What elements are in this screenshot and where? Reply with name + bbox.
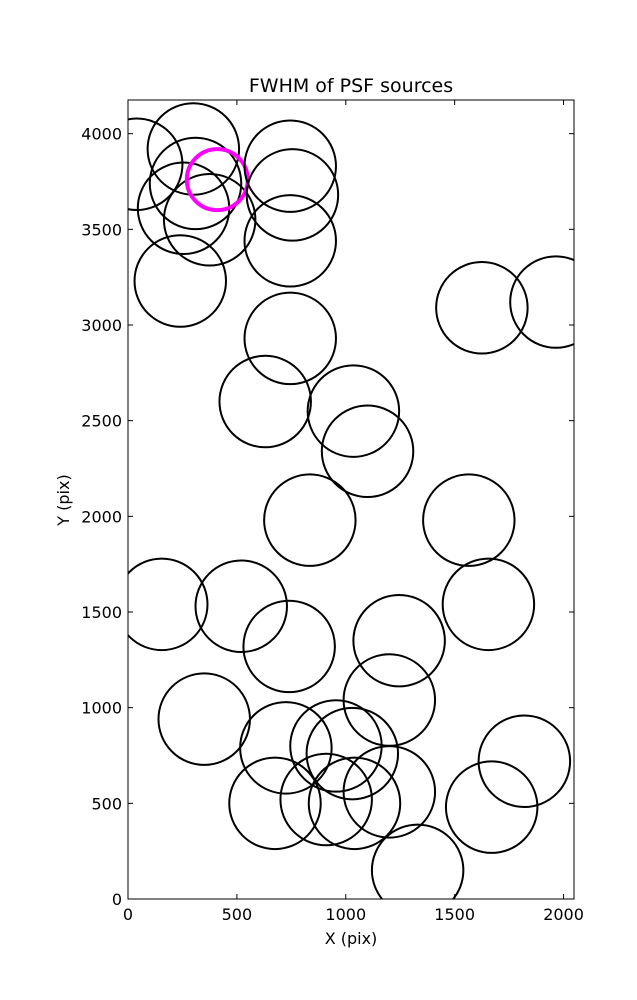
x-tick-label-0: 0 [123, 905, 133, 924]
y-tick-label-4000: 4000 [81, 125, 122, 144]
y-tick-label-3500: 3500 [81, 220, 122, 239]
scatter-markers [128, 102, 574, 899]
source-circle-15 [509, 255, 574, 349]
source-circle-12 [306, 364, 401, 458]
source-circle-28 [228, 756, 322, 851]
source-circle-27 [305, 706, 400, 801]
source-circle-26 [289, 699, 383, 793]
y-axis: 0 500 1000 1500 2000 2500 3000 3500 4000 [81, 125, 574, 909]
x-tick-label-1500: 1500 [434, 905, 475, 924]
y-axis-label: Y (pix) [54, 474, 73, 526]
x-tick-label-2000: 2000 [543, 905, 584, 924]
highlighted-source-circle [184, 147, 250, 213]
source-circle-30 [307, 756, 402, 851]
source-circle-16 [263, 473, 357, 567]
y-tick-label-1000: 1000 [81, 699, 122, 718]
y-tick-label-1500: 1500 [81, 603, 122, 622]
source-circle-9 [243, 194, 337, 288]
y-tick-label-0: 0 [112, 890, 122, 909]
source-circle-10 [243, 291, 337, 386]
source-circle-6 [133, 234, 227, 328]
y-tick-label-500: 500 [91, 794, 122, 813]
source-circle-24 [157, 672, 251, 766]
source-circle-18 [128, 557, 209, 652]
source-circle-20 [242, 599, 336, 694]
y-tick-label-3000: 3000 [81, 316, 122, 335]
source-circle-11 [218, 354, 312, 449]
chart-title: FWHM of PSF sources [249, 75, 453, 97]
source-circle-34 [370, 823, 465, 899]
source-circle-32 [444, 760, 539, 854]
source-circle-2 [148, 136, 243, 231]
plot-frame [127, 99, 575, 900]
source-circle-31 [342, 745, 437, 839]
source-circle-8 [245, 148, 340, 242]
source-circle-33 [477, 714, 572, 808]
y-tick-label-2500: 2500 [81, 412, 122, 431]
source-circle-13 [320, 404, 415, 499]
source-circle-14 [435, 261, 529, 355]
x-tick-label-1000: 1000 [325, 905, 366, 924]
x-axis: 0 500 1000 1500 2000 [123, 100, 584, 924]
source-circle-4 [162, 173, 257, 267]
y-tick-label-2000: 2000 [81, 507, 122, 526]
source-circle-21 [352, 593, 446, 688]
source-circle-17 [422, 473, 516, 567]
x-tick-label-500: 500 [222, 905, 253, 924]
source-circle-23 [342, 653, 437, 747]
source-circle-0 [128, 117, 184, 212]
x-axis-label: X (pix) [325, 929, 378, 948]
source-circle-25 [239, 701, 333, 795]
source-circle-7 [243, 119, 337, 213]
source-circle-19 [194, 559, 288, 653]
source-circle-1 [146, 102, 241, 196]
source-circle-29 [279, 752, 373, 847]
source-circle-22 [441, 557, 536, 652]
